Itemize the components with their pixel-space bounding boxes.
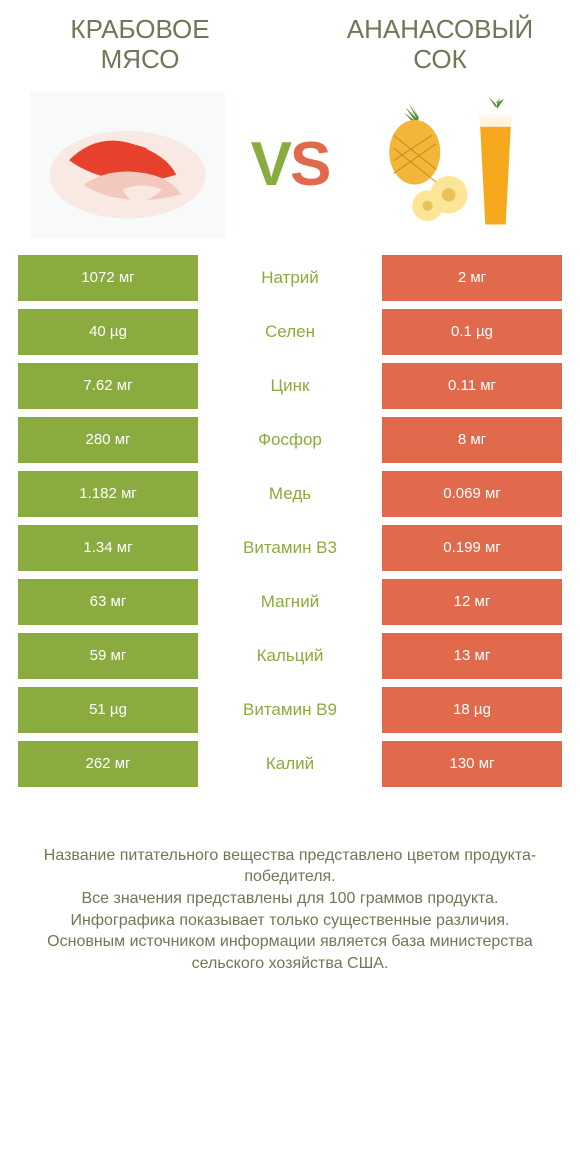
nutrient-label: Цинк (198, 363, 382, 409)
footer-line: Все значения представлены для 100 граммо… (35, 888, 545, 910)
left-value: 59 мг (18, 633, 198, 679)
footer-line: Инфографика показывает только существенн… (35, 910, 545, 932)
left-value: 262 мг (18, 741, 198, 787)
right-product-image (355, 90, 550, 240)
right-value: 12 мг (382, 579, 562, 625)
nutrient-label: Фосфор (198, 417, 382, 463)
left-value: 1072 мг (18, 255, 198, 301)
table-row: 63 мгМагний12 мг (18, 579, 562, 625)
table-row: 59 мгКальций13 мг (18, 633, 562, 679)
header: КРАБОВОЕ МЯСО АНАНАСОВЫЙ СОК (0, 0, 580, 85)
right-value: 0.11 мг (382, 363, 562, 409)
table-row: 280 мгФосфор8 мг (18, 417, 562, 463)
footer-notes: Название питательного вещества представл… (0, 795, 580, 975)
nutrient-label: Натрий (198, 255, 382, 301)
left-value: 1.34 мг (18, 525, 198, 571)
nutrient-label: Калий (198, 741, 382, 787)
nutrient-label: Витамин B3 (198, 525, 382, 571)
left-value: 1.182 мг (18, 471, 198, 517)
nutrient-label: Магний (198, 579, 382, 625)
vs-s: S (290, 130, 329, 199)
right-value: 18 µg (382, 687, 562, 733)
right-value: 8 мг (382, 417, 562, 463)
nutrient-label: Медь (198, 471, 382, 517)
left-value: 7.62 мг (18, 363, 198, 409)
table-row: 1072 мгНатрий2 мг (18, 255, 562, 301)
vs-v: V (251, 130, 290, 199)
table-row: 1.34 мгВитамин B30.199 мг (18, 525, 562, 571)
table-row: 40 µgСелен0.1 µg (18, 309, 562, 355)
images-row: VS (0, 85, 580, 255)
right-value: 0.069 мг (382, 471, 562, 517)
left-value: 40 µg (18, 309, 198, 355)
right-value: 13 мг (382, 633, 562, 679)
left-product-image (30, 90, 225, 240)
right-value: 0.1 µg (382, 309, 562, 355)
nutrient-label: Витамин B9 (198, 687, 382, 733)
table-row: 7.62 мгЦинк0.11 мг (18, 363, 562, 409)
left-value: 63 мг (18, 579, 198, 625)
right-value: 0.199 мг (382, 525, 562, 571)
comparison-table: 1072 мгНатрий2 мг 40 µgСелен0.1 µg 7.62 мг… (0, 255, 580, 787)
right-value: 2 мг (382, 255, 562, 301)
left-product-title: КРАБОВОЕ МЯСО (30, 15, 250, 75)
right-product-title: АНАНАСОВЫЙ СОК (330, 15, 550, 75)
nutrient-label: Селен (198, 309, 382, 355)
left-value: 280 мг (18, 417, 198, 463)
table-row: 1.182 мгМедь0.069 мг (18, 471, 562, 517)
left-value: 51 µg (18, 687, 198, 733)
table-row: 262 мгКалий130 мг (18, 741, 562, 787)
nutrient-label: Кальций (198, 633, 382, 679)
table-row: 51 µgВитамин B918 µg (18, 687, 562, 733)
footer-line: Основным источником информации является … (35, 931, 545, 974)
footer-line: Название питательного вещества представл… (35, 845, 545, 888)
vs-label: VS (251, 129, 330, 200)
right-value: 130 мг (382, 741, 562, 787)
